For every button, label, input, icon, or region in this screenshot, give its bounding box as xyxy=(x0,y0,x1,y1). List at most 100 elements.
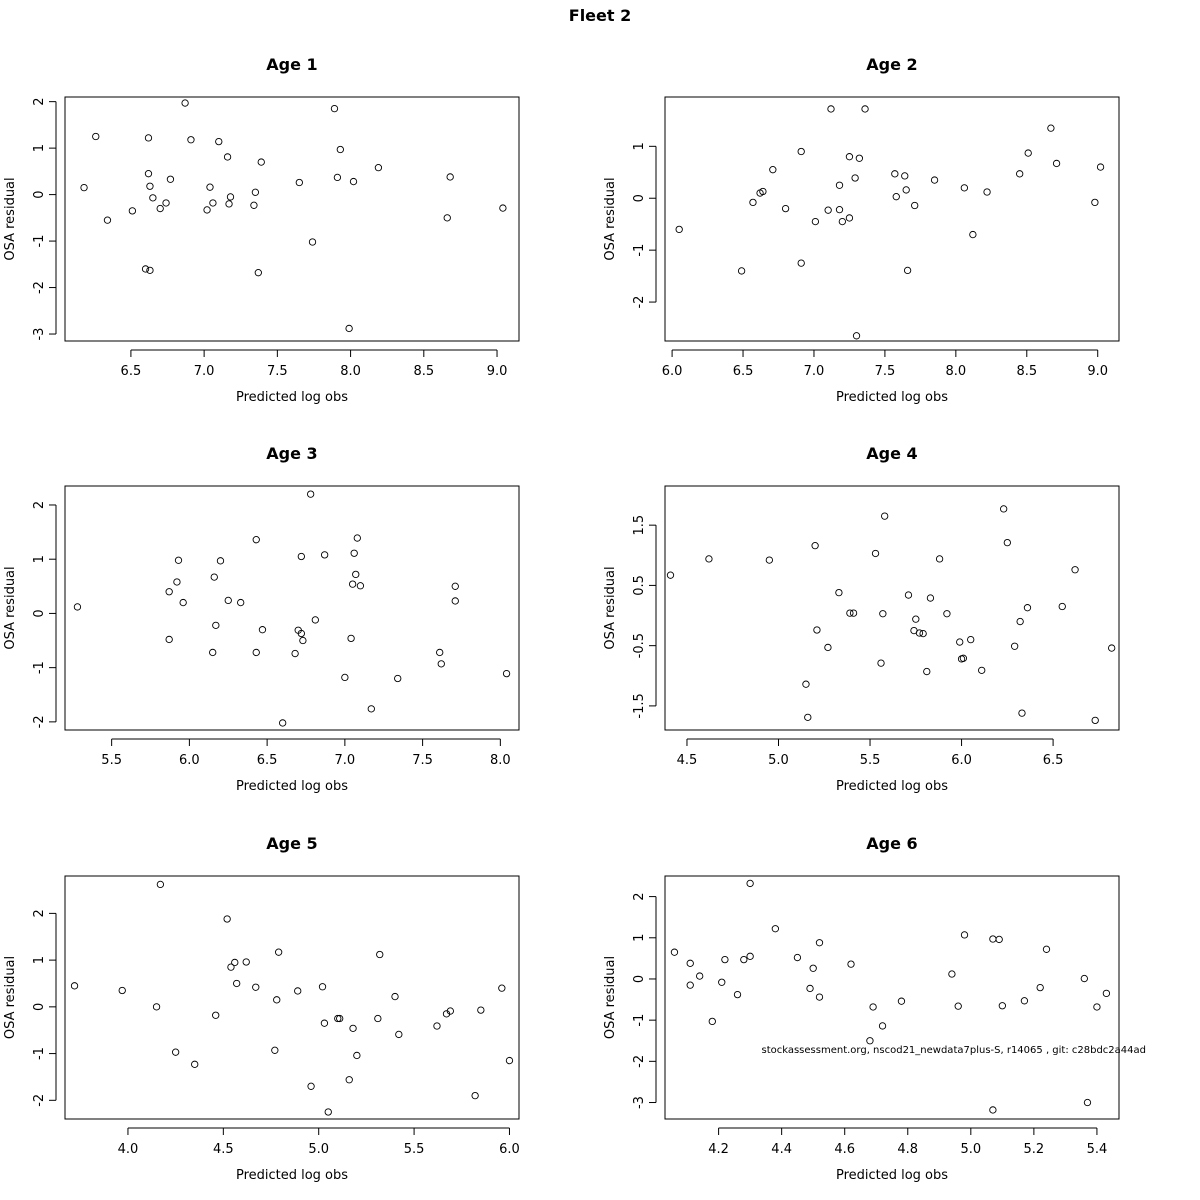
x-tick-label: 5.4 xyxy=(1087,1142,1108,1157)
data-point xyxy=(861,105,869,113)
data-point xyxy=(352,570,360,579)
data-point xyxy=(225,200,233,208)
data-point xyxy=(173,578,181,586)
data-point xyxy=(902,186,910,194)
figure-title: Fleet 2 xyxy=(568,6,632,25)
x-tick-label: 6.5 xyxy=(733,364,754,379)
data-point xyxy=(446,173,454,181)
y-axis-label: OSA residual xyxy=(603,177,618,260)
data-point xyxy=(733,990,742,999)
data-point xyxy=(446,1007,454,1015)
data-point xyxy=(846,609,854,617)
data-point xyxy=(433,1022,441,1030)
panel-age-2: Age 2 6.0 6.5 7.0 7.5 8.0 8.5 9.0 -2 -1 0 1 Predicte… xyxy=(603,55,1120,405)
data-point xyxy=(771,925,779,933)
plot-frame xyxy=(664,875,1120,1120)
x-tick-label: 7.5 xyxy=(267,364,288,379)
data-point xyxy=(1096,163,1105,171)
data-point xyxy=(879,610,887,618)
data-point xyxy=(769,166,777,174)
data-point xyxy=(242,958,250,966)
data-point xyxy=(477,1006,485,1014)
data-point xyxy=(838,217,846,226)
data-point xyxy=(502,669,511,678)
data-point xyxy=(708,1017,716,1026)
data-point xyxy=(869,1003,877,1011)
data-point xyxy=(307,490,315,498)
data-point xyxy=(165,588,173,596)
data-point xyxy=(1023,604,1032,612)
y-tick-label: -2 xyxy=(32,715,47,728)
y-tick-label: -1 xyxy=(32,661,47,674)
data-point xyxy=(146,182,154,190)
data-point xyxy=(811,217,820,226)
y-axis-label: OSA residual xyxy=(3,177,18,260)
data-point xyxy=(174,556,183,564)
data-point xyxy=(103,216,112,224)
x-tick-label: 5.5 xyxy=(860,753,881,768)
data-point xyxy=(983,188,991,196)
data-point xyxy=(250,201,258,209)
x-axis-label: Predicted log obs xyxy=(236,779,348,794)
data-point xyxy=(336,1014,344,1023)
data-point xyxy=(206,183,214,191)
data-point xyxy=(437,660,445,668)
y-tick-label: -1 xyxy=(632,1014,647,1027)
plot-frame xyxy=(64,875,520,1120)
data-point xyxy=(80,183,88,192)
data-point xyxy=(721,955,729,964)
data-point xyxy=(960,184,969,192)
data-point xyxy=(353,534,361,542)
data-point xyxy=(191,1060,199,1068)
x-axis-label: Predicted log obs xyxy=(236,390,348,405)
data-point xyxy=(835,181,844,189)
x-tick-label: 9.0 xyxy=(1087,364,1108,379)
data-point xyxy=(696,972,704,980)
panel-title: Age 3 xyxy=(266,444,317,463)
data-point xyxy=(394,674,402,683)
y-tick-label: -2 xyxy=(32,281,47,294)
data-point xyxy=(252,648,260,657)
data-point xyxy=(149,194,157,202)
data-point xyxy=(374,163,383,172)
data-point xyxy=(765,556,773,564)
panel-age-6: Age 6 4.2 4.4 4.6 4.8 5.0 5.2 5.4 -3 -2 -1 0 1 2 Predi… xyxy=(603,834,1120,1183)
x-tick-label: 7.0 xyxy=(804,364,825,379)
y-tick-label: 0.5 xyxy=(632,575,647,596)
x-tick-label: 7.0 xyxy=(194,364,215,379)
data-point xyxy=(498,984,506,992)
data-point xyxy=(923,667,931,676)
data-point xyxy=(144,134,153,142)
data-point xyxy=(926,594,935,602)
data-point xyxy=(954,1002,962,1010)
data-point xyxy=(809,964,817,972)
data-point xyxy=(212,621,220,630)
data-point xyxy=(849,609,858,617)
data-point xyxy=(376,950,384,959)
data-point xyxy=(367,705,375,713)
plot-frame xyxy=(64,96,520,342)
x-tick-label: 8.0 xyxy=(340,364,361,379)
data-point xyxy=(855,154,864,162)
x-tick-label: 6.0 xyxy=(179,753,200,768)
data-point xyxy=(146,266,154,275)
panel-title: Age 2 xyxy=(866,55,917,74)
data-point xyxy=(318,983,327,991)
data-point xyxy=(443,214,451,222)
data-point xyxy=(297,629,305,638)
data-point xyxy=(960,931,969,939)
data-point xyxy=(746,879,754,888)
x-tick-label: 5.5 xyxy=(101,753,122,768)
data-point xyxy=(156,880,165,889)
data-point xyxy=(345,324,353,333)
data-point xyxy=(806,984,814,993)
data-point xyxy=(320,1019,329,1027)
data-point xyxy=(878,1022,887,1030)
y-tick-label: 1 xyxy=(632,142,647,150)
y-tick-label: 1.5 xyxy=(632,515,647,536)
data-point xyxy=(815,993,824,1001)
data-point xyxy=(1000,505,1008,513)
data-point xyxy=(845,214,854,222)
data-point xyxy=(670,948,679,956)
data-point xyxy=(345,1076,353,1084)
